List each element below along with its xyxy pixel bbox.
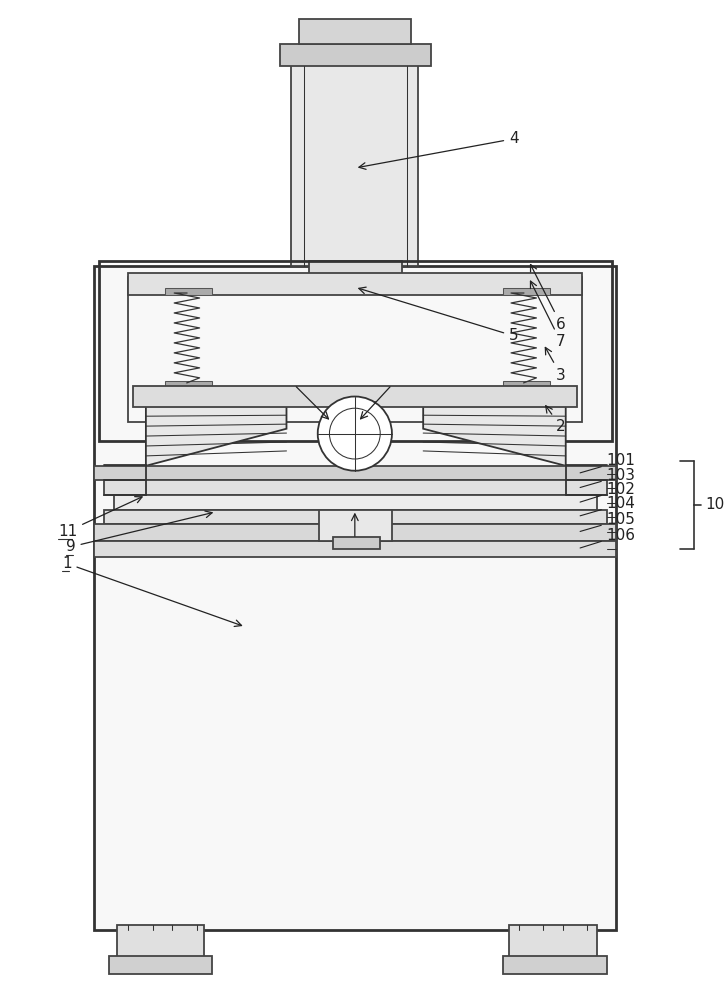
Polygon shape xyxy=(423,406,566,466)
Bar xyxy=(104,480,607,495)
Bar xyxy=(334,537,380,549)
Bar xyxy=(503,288,550,295)
Bar xyxy=(99,261,612,441)
Text: 4: 4 xyxy=(359,131,518,169)
Bar xyxy=(94,466,616,480)
Text: 104: 104 xyxy=(580,496,636,516)
Circle shape xyxy=(318,397,392,471)
Text: 102: 102 xyxy=(580,482,636,502)
Text: 11: 11 xyxy=(58,497,142,539)
Bar xyxy=(503,956,607,974)
Bar xyxy=(339,402,376,424)
Bar xyxy=(114,495,597,510)
Bar xyxy=(117,925,204,959)
Text: 106: 106 xyxy=(580,528,636,548)
Bar xyxy=(128,277,582,422)
Bar xyxy=(319,510,392,541)
Text: 2: 2 xyxy=(546,406,566,434)
Text: 10: 10 xyxy=(705,497,724,512)
Bar xyxy=(133,386,577,407)
Text: 6: 6 xyxy=(531,265,566,332)
Text: 9: 9 xyxy=(66,511,212,554)
Text: 7: 7 xyxy=(531,281,566,349)
Text: 101: 101 xyxy=(580,453,636,473)
Text: 105: 105 xyxy=(580,512,636,531)
Text: 5: 5 xyxy=(359,287,518,343)
Bar xyxy=(165,381,212,389)
Bar xyxy=(165,288,212,295)
Bar xyxy=(109,956,212,974)
Bar xyxy=(128,273,582,295)
Bar xyxy=(94,266,616,930)
Text: 103: 103 xyxy=(580,468,636,488)
Circle shape xyxy=(329,408,380,459)
Bar xyxy=(309,261,402,280)
Bar xyxy=(291,61,418,266)
Polygon shape xyxy=(146,406,286,466)
Text: 3: 3 xyxy=(545,347,566,383)
Bar xyxy=(280,44,431,66)
Bar xyxy=(94,541,616,557)
Bar xyxy=(94,524,616,541)
Text: 1: 1 xyxy=(62,556,241,626)
Bar xyxy=(509,925,597,959)
Bar xyxy=(299,19,412,44)
Bar xyxy=(503,381,550,389)
Bar xyxy=(104,510,607,524)
